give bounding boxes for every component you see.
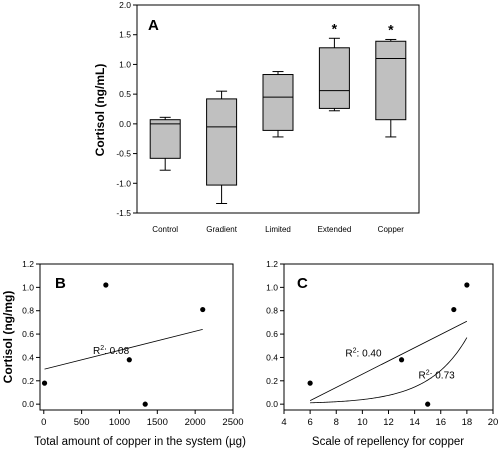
panel-a-category-label: Limited (265, 225, 291, 234)
panel-c-letter: C (297, 275, 308, 292)
panel-a-box (318, 47, 350, 109)
panel-a-box (206, 98, 238, 186)
panel-b-xtick-label: 1500 (147, 417, 168, 428)
panel-b-xtick-label: 2000 (185, 417, 206, 428)
panel-b-ytick-label: 0.4 (22, 352, 34, 362)
panel-c-fit-curve-exponential (310, 337, 468, 404)
panel-c-xtick-label: 4 (281, 417, 286, 428)
panel-c-r2-letter: R (419, 370, 426, 381)
panel-c-plot-area (283, 263, 494, 411)
panel-a-category-label: Copper (378, 225, 405, 234)
panel-a-ytick-label: 2.0 (119, 0, 131, 10)
panel-b-xtick-label: 500 (74, 417, 90, 428)
panel-b-ytick-label: 0.0 (22, 399, 34, 409)
panel-b-fit-line (44, 329, 203, 370)
panel-c-point (307, 380, 313, 386)
panel-b-plot-area (39, 263, 234, 411)
panel-c-fit-line-linear (309, 320, 468, 402)
panel-a-ytick-label: -0.5 (116, 149, 131, 159)
panel-c-point (451, 306, 457, 313)
panel-a-significance-mark: * (388, 21, 394, 37)
panel-b-xlabel-main: Total amount of copper in the system ( (34, 436, 229, 448)
panel-a-category-label: Extended (317, 225, 351, 234)
panel-b-point (103, 282, 109, 288)
panel-b-ytick-label: 1.2 (22, 259, 34, 269)
panel-c-ytick-label: 0.0 (266, 399, 278, 409)
panel-c-r2-label: R2: 0.40 (345, 347, 382, 359)
panel-c-ytick-label: 0.8 (266, 306, 278, 316)
panel-a: A Cortisol (ng/mL) -1.5 -1.0 -0.5 0.0 0.5 1.0… (93, 0, 420, 234)
panel-c-xlabel: Scale of repellency for copper (312, 436, 464, 448)
panel-b-ytick-label: 1.0 (22, 282, 34, 292)
panel-c-xtick-label: 6 (307, 417, 312, 428)
panel-b-point (142, 401, 148, 407)
panel-b-xtick-label: 2500 (222, 417, 243, 428)
panel-b-ylabel: Cortisol (ng/mg) (1, 291, 15, 384)
panel-a-ytick-label: 0.0 (119, 119, 131, 129)
panel-a-category-label: Control (152, 225, 178, 234)
panel-c-ytick-label: 0.4 (266, 352, 278, 362)
panel-a-category-label: Gradient (206, 225, 237, 234)
panel-a-box (149, 119, 181, 159)
panel-a-ylabel: Cortisol (ng/mL) (93, 64, 107, 157)
panel-c-r2-value: : 0.73 (430, 370, 455, 381)
panel-b-point (41, 380, 48, 386)
panel-b-letter: B (55, 275, 66, 292)
panel-b-xtick-label: 1000 (109, 417, 130, 428)
panel-c-marks: 0.00.20.40.60.81.01.24 6 8 10 12 14 16 18 20R2: … (266, 259, 498, 428)
panel-a-box (375, 40, 407, 121)
panel-c-xtick-label: 16 (435, 417, 446, 428)
panel-b-r2-value: : 0.08 (104, 346, 129, 357)
panel-b-point (200, 306, 206, 313)
panel-b-ytick-label: 0.2 (22, 376, 34, 386)
panel-a-marks: -1.5 -1.0 -0.5 0.0 0.5 1.0 1.5 2.0 Control Gradie… (116, 0, 407, 234)
panel-a-ytick-label: -1.0 (116, 178, 131, 188)
panel-a-ytick-label: 1.0 (119, 59, 131, 69)
panel-b-marks: 0.0 0.2 0.4 0.6 0.8 1.0 1.2 0 500 1000 1500 2000 250… (22, 259, 243, 428)
panel-c-r2-value: : 0.40 (357, 348, 382, 359)
panel-a-letter: A (148, 17, 159, 34)
panel-b-xlabel-unit: µg (229, 436, 242, 448)
panel-a-box (262, 74, 294, 131)
panel-c-xtick-label: 20 (488, 417, 499, 428)
panel-c-xtick-label: 10 (357, 417, 368, 428)
panel-b-xtick-label: 0 (41, 417, 46, 428)
panel-c-ytick-label: 0.2 (266, 376, 278, 386)
panel-a-ytick-label: 1.5 (119, 30, 131, 40)
panel-c-xtick-label: 14 (409, 417, 420, 428)
panel-c-xtick-label: 12 (383, 417, 394, 428)
panel-c-point (464, 282, 470, 288)
panel-b-xlabel: Total amount of copper in the system (µg… (34, 436, 246, 448)
panel-b-r2-letter: R (93, 346, 100, 357)
panel-c-xtick-label: 18 (462, 417, 473, 428)
panel-b: B Cortisol (ng/mg) Total amount of coppe… (1, 259, 246, 448)
panel-a-ytick-label: 0.5 (119, 89, 131, 99)
panel-b-ytick-label: 0.6 (22, 329, 34, 339)
panel-b-point (126, 357, 132, 363)
panel-a-ytick-label: -1.5 (116, 208, 131, 218)
panel-b-r2-label: R2: 0.08 (93, 345, 130, 357)
panel-b-ytick-label: 0.8 (22, 306, 34, 316)
panel-c-r2-label: R2: 0.73 (419, 369, 456, 381)
panel-c: C Scale of repellency for copper 0.0 0.2 0… (266, 259, 498, 448)
panel-c-point (425, 401, 431, 407)
panel-c-ytick-label: 0.6 (266, 329, 278, 339)
panel-c-xtick-label: 8 (334, 417, 339, 428)
panel-c-ytick-label: 1.0 (266, 282, 278, 292)
panel-b-r2-superscript: 2 (100, 345, 104, 352)
panel-a-significance-mark: * (332, 20, 338, 36)
panel-a-plot-area (136, 4, 420, 214)
panel-c-point (398, 357, 405, 363)
panel-c-r2-superscript: 2 (426, 369, 430, 376)
panel-c-r2-letter: R (345, 348, 352, 359)
panel-b-xlabel-end: ) (242, 436, 246, 448)
panel-c-r2-superscript: 2 (353, 347, 357, 354)
panel-c-ytick-label: 1.2 (266, 259, 278, 269)
